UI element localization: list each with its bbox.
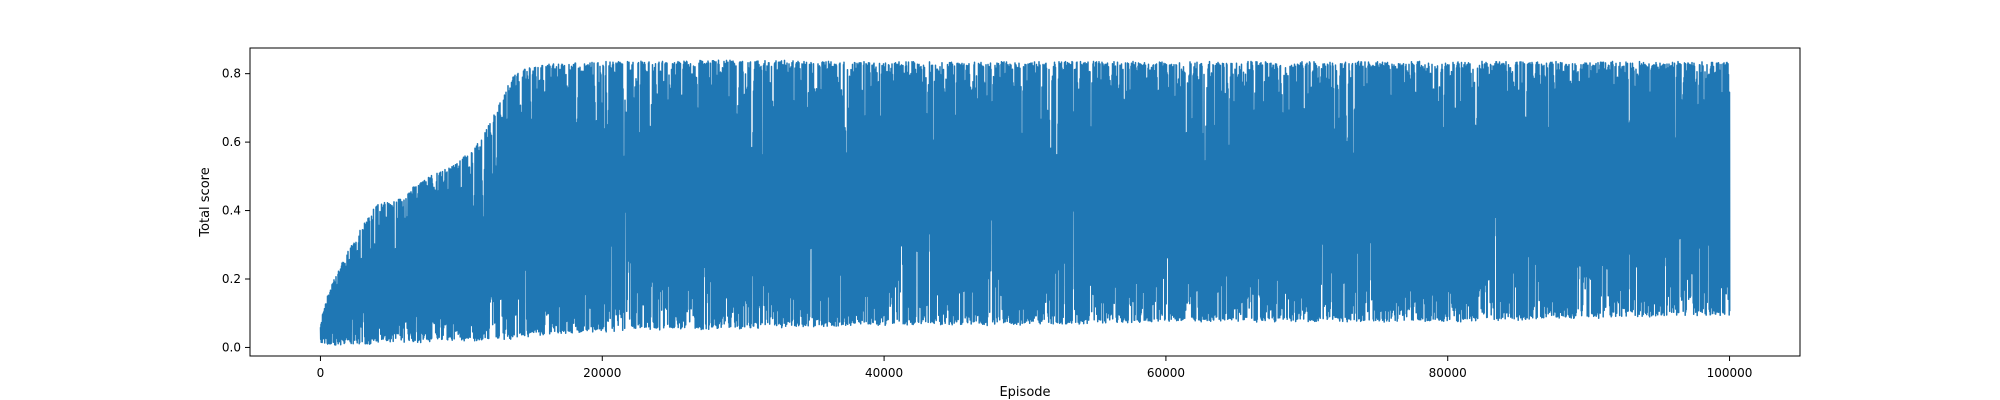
- x-tick-label: 40000: [865, 366, 903, 380]
- series-line: [319, 59, 1731, 346]
- x-axis: 0 20000 40000 60000 80000 100000: [317, 356, 1753, 380]
- x-tick-label: 20000: [583, 366, 621, 380]
- plot-area: [319, 59, 1731, 346]
- x-tick-label: 80000: [1429, 366, 1467, 380]
- y-tick-label: 0.2: [222, 272, 241, 286]
- plot-frame: [249, 47, 1801, 357]
- y-axis: 0.0 0.2 0.4 0.6 0.8: [222, 67, 250, 354]
- y-tick-label: 0.6: [222, 135, 241, 149]
- y-axis-label: Total score: [198, 167, 213, 237]
- y-tick-label: 0.8: [222, 67, 241, 81]
- x-tick-label: 0: [317, 366, 325, 380]
- y-tick-label: 0.0: [222, 340, 241, 354]
- y-tick-label: 0.4: [222, 204, 241, 218]
- x-axis-label: Episode: [999, 385, 1050, 400]
- x-tick-label: 100000: [1707, 366, 1753, 380]
- x-tick-label: 60000: [1147, 366, 1185, 380]
